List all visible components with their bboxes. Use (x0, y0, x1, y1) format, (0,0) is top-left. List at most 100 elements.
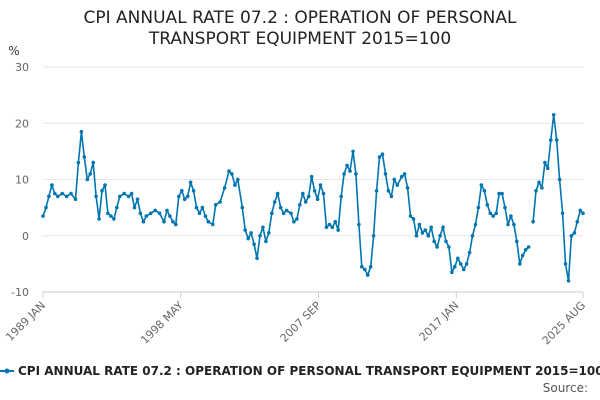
data-point[interactable] (569, 234, 574, 238)
data-point[interactable] (467, 250, 472, 255)
data-point[interactable] (203, 214, 208, 218)
data-point[interactable] (298, 203, 302, 207)
data-point[interactable] (122, 191, 126, 196)
data-point[interactable] (240, 205, 245, 210)
data-point[interactable] (360, 264, 364, 269)
data-point[interactable] (488, 211, 493, 216)
data-point[interactable] (464, 262, 469, 266)
data-point[interactable] (41, 214, 45, 218)
data-point[interactable] (408, 214, 413, 218)
data-point[interactable] (278, 205, 283, 210)
data-point[interactable] (435, 245, 439, 249)
data-point[interactable] (281, 211, 286, 216)
data-point[interactable] (476, 205, 481, 210)
data-point[interactable] (482, 189, 487, 193)
data-point[interactable] (512, 222, 516, 227)
data-point[interactable] (309, 174, 314, 179)
data-point[interactable] (578, 208, 583, 213)
data-point[interactable] (318, 183, 323, 187)
data-point[interactable] (284, 208, 289, 213)
data-point[interactable] (426, 234, 431, 238)
data-point[interactable] (177, 194, 181, 199)
data-point[interactable] (258, 234, 262, 238)
data-point[interactable] (395, 183, 400, 187)
data-point[interactable] (200, 205, 205, 210)
data-point[interactable] (272, 200, 277, 204)
data-point[interactable] (138, 211, 143, 216)
data-point[interactable] (275, 191, 280, 196)
data-point[interactable] (581, 211, 585, 216)
data-point[interactable] (261, 225, 265, 230)
data-point[interactable] (473, 222, 478, 227)
data-point[interactable] (461, 267, 466, 272)
data-point[interactable] (557, 177, 562, 182)
data-point[interactable] (106, 211, 110, 216)
data-point[interactable] (572, 231, 577, 235)
data-point[interactable] (414, 234, 419, 238)
data-point[interactable] (79, 129, 84, 134)
data-point[interactable] (554, 138, 559, 142)
data-point[interactable] (100, 189, 104, 193)
data-point[interactable] (551, 113, 556, 117)
data-point[interactable] (194, 205, 199, 210)
data-point[interactable] (333, 219, 338, 224)
data-point[interactable] (255, 256, 259, 261)
data-point[interactable] (303, 200, 308, 204)
data-point[interactable] (417, 222, 422, 227)
data-point[interactable] (563, 262, 568, 266)
data-point[interactable] (56, 194, 60, 199)
data-point[interactable] (197, 211, 202, 216)
data-point[interactable] (50, 183, 54, 187)
data-point[interactable] (312, 189, 317, 193)
data-point[interactable] (534, 189, 538, 193)
data-point[interactable] (479, 183, 484, 187)
data-point[interactable] (549, 138, 553, 142)
data-point[interactable] (500, 191, 504, 196)
data-point[interactable] (103, 183, 107, 187)
data-point[interactable] (191, 189, 196, 193)
data-point[interactable] (503, 205, 507, 210)
data-point[interactable] (243, 228, 247, 232)
data-point[interactable] (301, 191, 305, 196)
data-point[interactable] (144, 214, 149, 218)
data-point[interactable] (168, 214, 172, 218)
data-point[interactable] (351, 149, 355, 154)
data-point[interactable] (509, 214, 513, 218)
data-point[interactable] (69, 191, 73, 196)
data-point[interactable] (76, 160, 81, 165)
data-point[interactable] (227, 169, 231, 173)
data-point[interactable] (174, 222, 178, 227)
data-point[interactable] (485, 203, 490, 207)
data-point[interactable] (109, 214, 113, 218)
data-point[interactable] (357, 222, 361, 227)
data-point[interactable] (295, 217, 299, 221)
data-point[interactable] (520, 253, 525, 258)
data-point[interactable] (132, 205, 137, 210)
data-point[interactable] (149, 211, 153, 216)
data-point[interactable] (399, 174, 404, 179)
data-point[interactable] (324, 225, 329, 230)
data-point[interactable] (330, 225, 335, 230)
data-point[interactable] (546, 166, 550, 171)
data-point[interactable] (141, 219, 146, 224)
data-point[interactable] (327, 222, 332, 227)
data-point[interactable] (531, 219, 535, 224)
data-point[interactable] (118, 194, 122, 199)
data-point[interactable] (540, 186, 544, 190)
data-point[interactable] (162, 219, 166, 224)
data-point[interactable] (88, 172, 92, 176)
data-point[interactable] (371, 234, 376, 238)
data-point[interactable] (126, 194, 131, 199)
data-point[interactable] (129, 191, 134, 196)
data-point[interactable] (182, 197, 187, 201)
data-point[interactable] (389, 194, 394, 199)
data-point[interactable] (365, 273, 370, 277)
data-point[interactable] (402, 172, 407, 176)
data-point[interactable] (315, 197, 320, 201)
data-point[interactable] (560, 211, 565, 216)
data-point[interactable] (185, 194, 190, 199)
data-point[interactable] (188, 180, 193, 185)
data-point[interactable] (252, 242, 256, 246)
data-point[interactable] (566, 279, 571, 283)
data-point[interactable] (423, 228, 428, 232)
